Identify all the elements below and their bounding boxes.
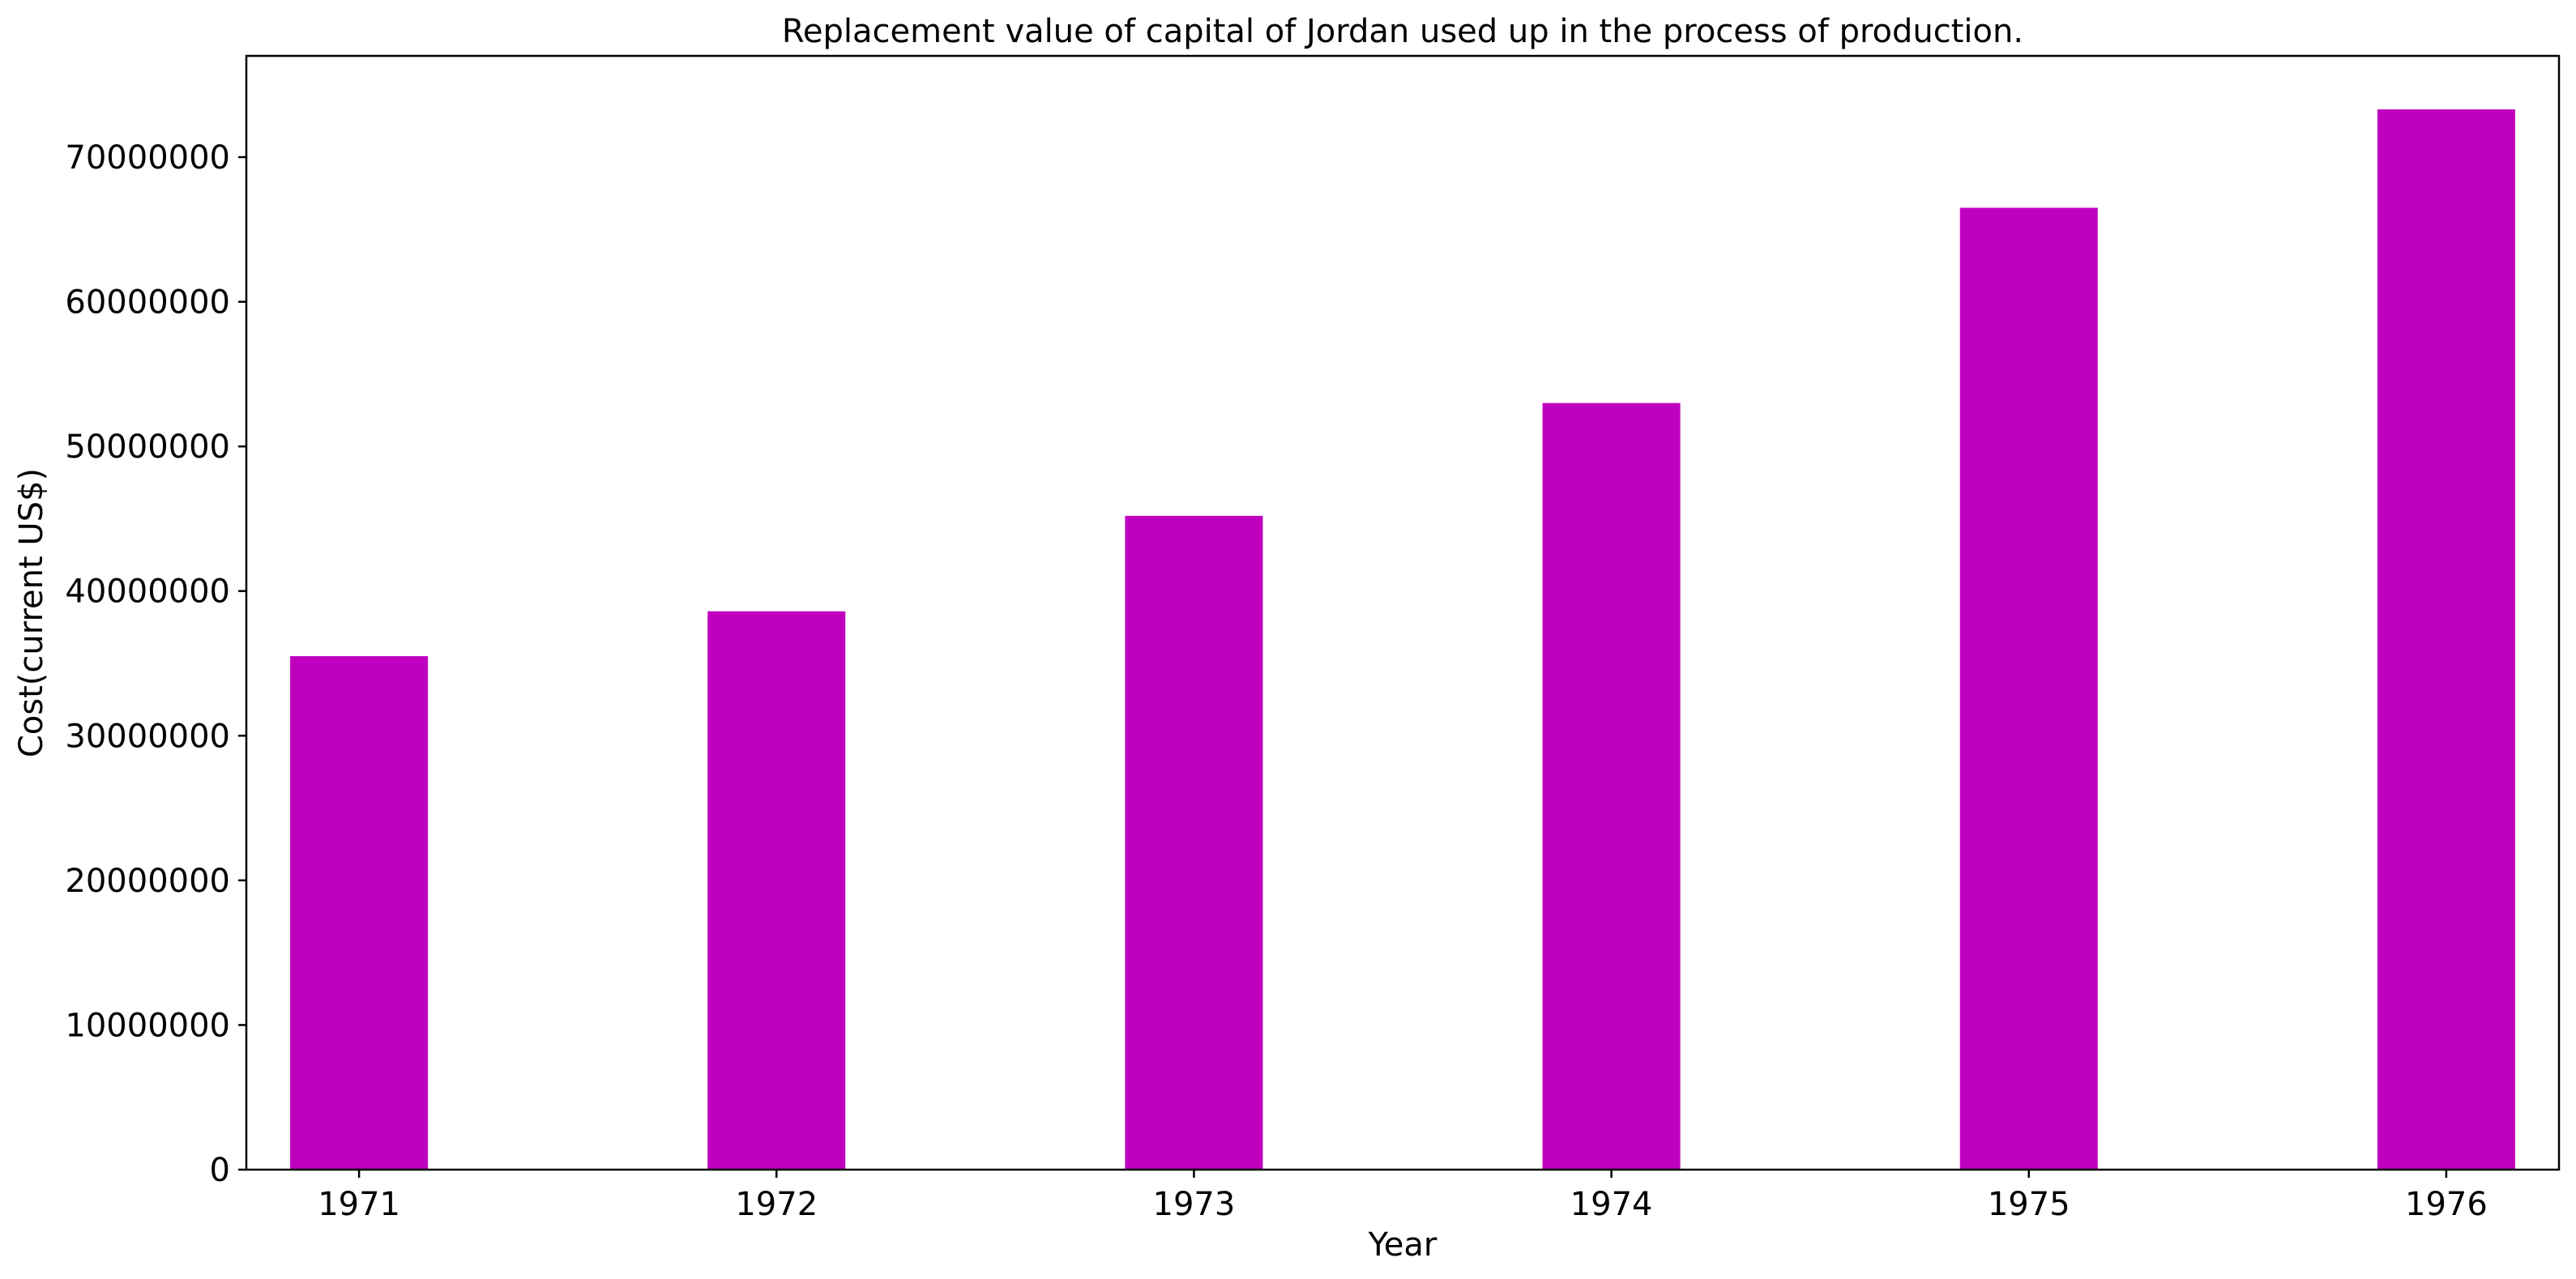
y-tick-label: 60000000: [65, 284, 230, 322]
y-tick-label: 70000000: [65, 139, 230, 177]
bar-1976: [2377, 109, 2515, 1170]
bars-group: [290, 109, 2515, 1170]
bar-1974: [1542, 403, 1681, 1170]
x-tick-label: 1974: [1570, 1186, 1653, 1223]
y-tick-label: 40000000: [65, 573, 230, 611]
bar-1972: [707, 611, 846, 1170]
x-tick-label: 1973: [1153, 1186, 1236, 1223]
x-tick-label: 1976: [2405, 1186, 2488, 1223]
x-axis-label: Year: [1368, 1226, 1438, 1264]
bar-1975: [1959, 207, 2098, 1170]
y-tick-label: 30000000: [65, 718, 230, 755]
x-axis-ticks: 1971 1972 1973 1974 1975 1976: [318, 1170, 2488, 1223]
y-axis-ticks: 0 10000000 20000000 30000000 40000000 5000000…: [65, 139, 246, 1189]
chart-title: Replacement value of capital of Jordan u…: [782, 13, 2023, 50]
y-tick-label: 10000000: [65, 1007, 230, 1044]
bar-1971: [290, 656, 429, 1170]
plot-frame: [245, 54, 2561, 1171]
y-tick-label: 50000000: [65, 428, 230, 466]
bar-1973: [1125, 515, 1263, 1170]
y-tick-label: 0: [210, 1152, 230, 1189]
x-tick-label: 1975: [1988, 1186, 2070, 1223]
y-axis-label: Cost(current US$): [13, 468, 50, 757]
y-tick-label: 20000000: [65, 863, 230, 900]
x-tick-label: 1971: [318, 1186, 400, 1223]
x-tick-label: 1972: [735, 1186, 818, 1223]
